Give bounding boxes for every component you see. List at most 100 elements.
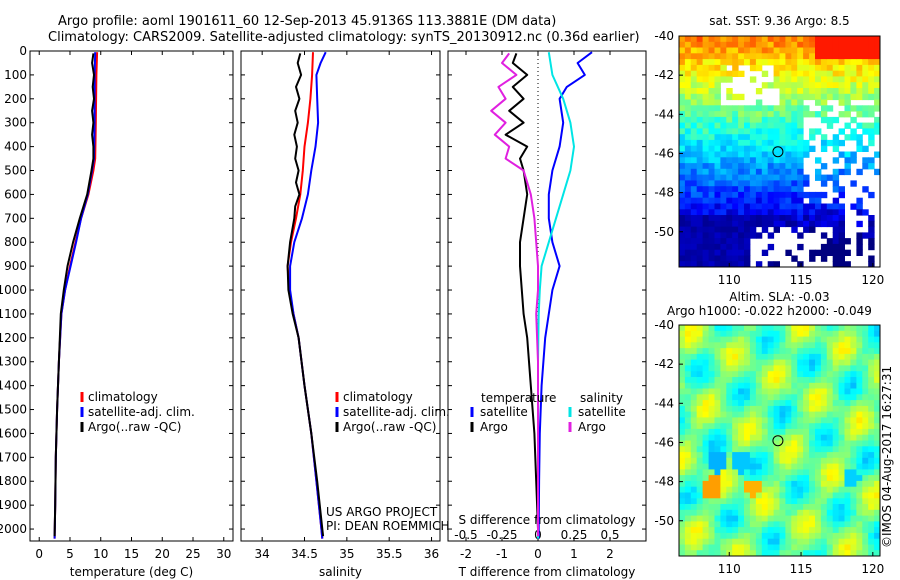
sla-map-cell: [690, 382, 698, 390]
sla-map-cell: [874, 359, 881, 366]
sst-map-cell: [690, 163, 698, 170]
sla-map-cell: [815, 469, 822, 476]
sst-map-cell: [755, 139, 763, 147]
sla-map-cell: [679, 411, 686, 418]
sla-map-cell: [844, 475, 851, 482]
sla-map-cell: [820, 342, 828, 349]
sla-map-cell: [749, 532, 757, 540]
sst-map-cell: [779, 145, 786, 152]
sst-map-cell: [684, 215, 692, 222]
sst-map-cell: [815, 168, 822, 176]
sst-map-cell: [791, 105, 798, 112]
sla-map-cell: [708, 463, 715, 470]
temperature-x-tick-label: 15: [124, 547, 139, 561]
sla-map-cell: [726, 382, 733, 390]
sla-map-cell: [767, 440, 775, 447]
sst-map-cell: [702, 70, 709, 77]
sla-map-cell: [679, 417, 686, 424]
sla-map-cell: [720, 550, 727, 557]
sst-map-cell: [708, 111, 715, 118]
sla-map-cell: [791, 521, 798, 528]
sla-map-cell: [862, 417, 869, 424]
sst-map-cell: [803, 76, 810, 83]
sla-map-cell: [773, 550, 780, 557]
sla-map-cell: [868, 504, 875, 511]
sla-map-cell: [732, 428, 739, 436]
sla-map-cell: [726, 371, 733, 378]
sla-map-cell: [690, 330, 698, 338]
sst-map-cell: [708, 215, 715, 222]
sst-map-cell: [679, 82, 686, 89]
sla-map-cell: [744, 457, 751, 465]
sla-map-cell: [785, 388, 792, 395]
sla-map-cell: [679, 463, 686, 470]
sla-map-cell: [761, 394, 769, 401]
sst-map-cell: [844, 168, 851, 176]
sla-map-cell: [832, 498, 840, 505]
temperature-legend-header: temperature: [481, 391, 556, 405]
sla-map-cell: [679, 544, 686, 551]
sla-map-cell: [679, 353, 686, 361]
sst-map-cell: [779, 197, 786, 204]
sst-map-cell: [791, 186, 798, 193]
sla-map-cell: [791, 492, 798, 499]
sst-map-cell: [856, 145, 863, 152]
sst-map-cell: [815, 36, 822, 43]
sla-map-cell: [838, 469, 845, 476]
sla-map-cell: [738, 359, 745, 366]
sla-map-cell: [785, 336, 792, 343]
difference-series-line: [490, 52, 539, 537]
sst-map-cell: [767, 203, 775, 210]
sst-map-cell: [714, 53, 721, 60]
sla-map-cell: [744, 400, 751, 407]
sst-map-cell: [773, 134, 780, 141]
sla-map-cell: [809, 336, 816, 343]
sla-map-cell: [749, 377, 757, 384]
sla-map-cell: [809, 538, 816, 545]
sla-map-cell: [832, 417, 840, 424]
sst-map-cell: [679, 163, 686, 170]
sla-map-cell: [862, 498, 869, 505]
depth-tick-label: 1800: [0, 474, 27, 488]
sla-map-cell: [738, 417, 745, 424]
sla-map-cell: [773, 486, 780, 493]
sst-map-cell: [720, 122, 727, 129]
sla-map-cell: [690, 550, 698, 557]
sst-map-cell: [809, 249, 816, 256]
sst-map-cell: [791, 128, 798, 135]
sla-map-cell: [773, 538, 780, 545]
sla-map-cell: [749, 365, 757, 372]
sla-map-cell: [874, 411, 881, 418]
sst-map-cell: [844, 76, 851, 83]
sla-map-cell: [838, 400, 845, 407]
sst-map-cell: [714, 209, 721, 216]
sla-map-cell: [755, 475, 763, 482]
sla-map-cell: [838, 388, 845, 395]
sla-map-cell: [850, 400, 857, 407]
sla-map-cell: [761, 463, 769, 470]
sst-map-cell: [726, 111, 733, 118]
sst-map-cell: [720, 197, 727, 204]
sst-map-cell: [838, 220, 845, 228]
sst-map-cell: [815, 249, 822, 256]
sst-map-cell: [761, 139, 769, 147]
sst-map-cell: [708, 163, 715, 170]
sla-map-cell: [779, 428, 786, 436]
sla-map-cell: [868, 348, 875, 355]
sst-map-cell: [791, 82, 798, 89]
sla-map-cell: [803, 469, 810, 476]
sst-map-cell: [809, 47, 816, 54]
sla-map-cell: [761, 504, 769, 511]
sst-map-cell: [809, 59, 816, 66]
sst-map-cell: [791, 122, 798, 129]
sla-map-cell: [767, 330, 775, 338]
sla-map-cell: [868, 359, 875, 366]
sst-map-cell: [838, 99, 845, 106]
sla-map-cell: [820, 504, 828, 511]
sst-map-cell: [797, 134, 804, 141]
sst-map-cell: [720, 209, 727, 216]
sst-map-cell: [702, 203, 709, 210]
sla-map-cell: [826, 446, 834, 453]
sla-map-cell: [761, 486, 769, 493]
sla-map-cell: [838, 434, 845, 441]
